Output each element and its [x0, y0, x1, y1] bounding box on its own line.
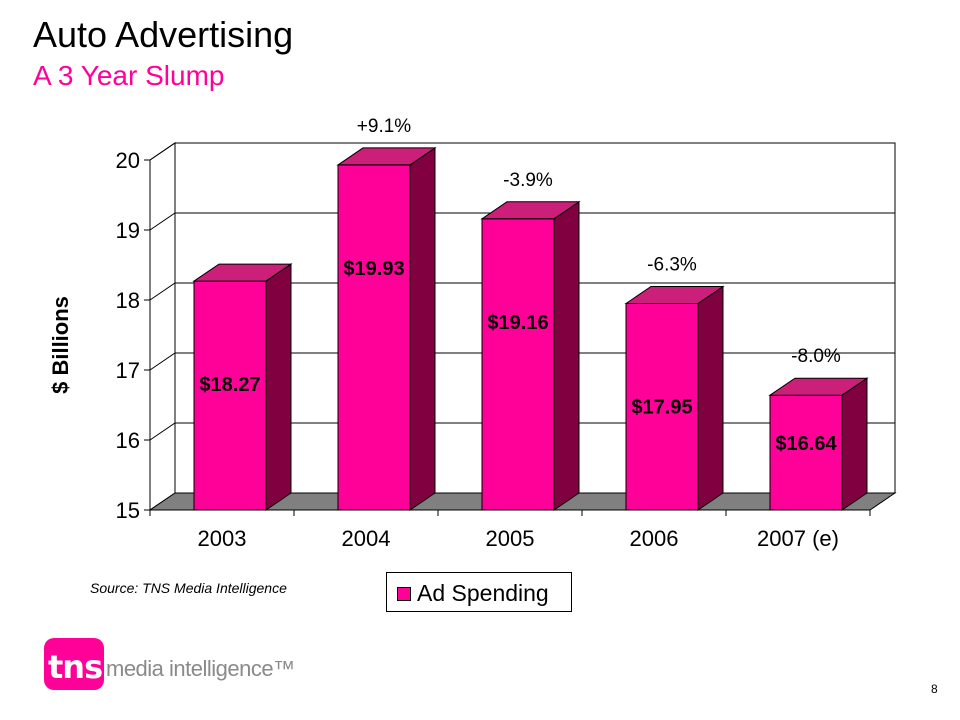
x-tick-label: 2006 [630, 526, 679, 551]
legend-swatch [397, 587, 411, 601]
logo-mark: tns [48, 648, 103, 686]
change-label: -3.9% [503, 170, 553, 191]
chart-legend: Ad Spending [386, 572, 572, 612]
plot-side-wall [149, 142, 176, 511]
slide-title: Auto Advertising [33, 14, 294, 55]
bar [481, 218, 555, 511]
y-tick-label: 15 [116, 498, 140, 523]
legend-label: Ad Spending [417, 580, 549, 606]
bar-top [768, 377, 869, 396]
x-tick-label: 2005 [486, 526, 535, 551]
bar [337, 164, 411, 511]
bar-top [480, 201, 581, 220]
y-tick-label: 20 [116, 148, 140, 173]
gridline [149, 282, 895, 301]
ad-spending-chart: 15 16 17 18 19 20 $ Billions $18.27 2003 $19.93 +9… [48, 116, 897, 551]
tns-logo: tns media intelligence™ [44, 634, 295, 694]
bar-value-label: $19.93 [343, 258, 404, 280]
bar-side [553, 200, 580, 511]
y-tick-label: 19 [116, 218, 140, 243]
bar-value-label: $18.27 [199, 374, 260, 396]
bar-top [624, 286, 725, 304]
change-label: -8.0% [791, 346, 841, 367]
gridline [149, 142, 895, 161]
change-label: +9.1% [357, 116, 412, 137]
y-axis-title: $ Billions [48, 296, 73, 394]
slide-subtitle: A 3 Year Slump [33, 60, 225, 91]
bar-side [409, 146, 436, 511]
bar-top [192, 263, 293, 282]
x-tick-label: 2004 [342, 526, 391, 551]
gridline [149, 212, 895, 231]
bar-side [697, 285, 724, 511]
change-label: -6.3% [647, 255, 697, 276]
bar [193, 280, 267, 511]
bar [625, 303, 699, 511]
bar-side [265, 263, 292, 511]
logo-badge: tns [44, 638, 104, 690]
x-tick-label: 2007 (e) [757, 526, 839, 551]
source-note: Source: TNS Media Intelligence [90, 580, 287, 596]
bar-top [336, 147, 437, 166]
y-tick-label: 16 [116, 428, 140, 453]
y-tick-label: 17 [116, 358, 140, 383]
bar-value-label: $17.95 [631, 397, 692, 419]
bar-value-label: $16.64 [775, 433, 837, 455]
x-tick-label: 2003 [198, 526, 247, 551]
logo-text: media intelligence™ [106, 656, 295, 681]
y-tick-label: 18 [116, 288, 140, 313]
bar-value-label: $19.16 [487, 312, 548, 334]
bar-side [841, 377, 868, 511]
bar [769, 394, 843, 511]
page-number: 8 [931, 682, 938, 696]
